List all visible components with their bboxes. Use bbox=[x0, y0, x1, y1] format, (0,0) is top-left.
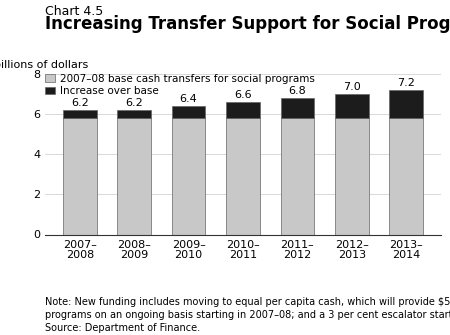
Text: 6.8: 6.8 bbox=[288, 86, 306, 96]
Bar bbox=[389, 90, 423, 118]
Text: 6.2: 6.2 bbox=[126, 98, 143, 109]
Text: 7.2: 7.2 bbox=[397, 78, 415, 88]
Bar bbox=[117, 118, 151, 234]
Bar bbox=[335, 94, 369, 118]
Text: 7.0: 7.0 bbox=[343, 82, 360, 92]
Text: 6.2: 6.2 bbox=[71, 98, 89, 109]
Legend: 2007–08 base cash transfers for social programs, Increase over base: 2007–08 base cash transfers for social p… bbox=[45, 74, 315, 96]
Text: 6.6: 6.6 bbox=[234, 90, 252, 100]
Text: Note: New funding includes moving to equal per capita cash, which will provide $: Note: New funding includes moving to equ… bbox=[45, 297, 450, 333]
Bar bbox=[280, 98, 314, 118]
Bar bbox=[226, 102, 260, 118]
Text: 6.4: 6.4 bbox=[180, 94, 198, 105]
Bar bbox=[335, 118, 369, 234]
Bar bbox=[63, 110, 97, 118]
Bar bbox=[117, 110, 151, 118]
Bar bbox=[172, 118, 206, 234]
Text: billions of dollars: billions of dollars bbox=[0, 61, 88, 70]
Bar bbox=[389, 118, 423, 234]
Text: Increasing Transfer Support for Social Programs: Increasing Transfer Support for Social P… bbox=[45, 15, 450, 33]
Bar bbox=[172, 106, 206, 118]
Bar bbox=[280, 118, 314, 234]
Text: Chart 4.5: Chart 4.5 bbox=[45, 5, 103, 18]
Bar bbox=[226, 118, 260, 234]
Bar bbox=[63, 118, 97, 234]
